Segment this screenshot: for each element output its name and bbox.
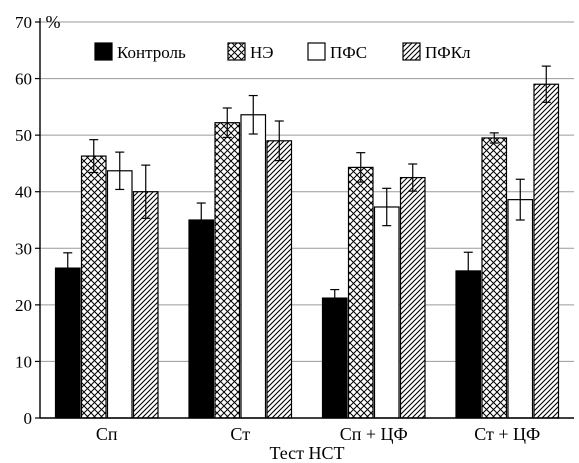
legend-swatch <box>94 42 113 61</box>
legend-label: Контроль <box>117 43 186 62</box>
error-bar <box>141 164 151 219</box>
error-bar <box>463 251 473 291</box>
bar <box>347 166 374 419</box>
bar <box>214 122 241 419</box>
error-bar <box>248 94 258 135</box>
legend-entry: Контроль <box>94 42 186 62</box>
y-tick-label: 10 <box>15 352 32 371</box>
y-tick-label: 0 <box>24 409 33 428</box>
legend-swatch <box>307 42 326 61</box>
bar <box>373 206 400 419</box>
y-tick-label: 60 <box>15 70 32 89</box>
bar <box>399 176 426 419</box>
axes: 0 10 20 30 40 50 60 70 % Сп Ст Сп + ЦФ Ст + ЦФ Тест Н… <box>15 12 574 463</box>
error-bar <box>274 120 284 162</box>
bar <box>481 137 508 419</box>
error-bar <box>408 163 418 192</box>
error-bar <box>115 151 125 191</box>
x-tick-label: Ст <box>230 424 250 444</box>
y-tick-label: 30 <box>15 239 32 258</box>
error-bar <box>515 178 525 221</box>
bar <box>106 170 133 419</box>
error-bar <box>196 202 206 238</box>
bar <box>132 191 159 419</box>
legend-label: ПФКл <box>425 43 471 62</box>
legend-entry: ПФС <box>307 42 367 62</box>
legend: Контроль НЭ ПФС ПФКл <box>94 42 471 62</box>
error-bar <box>222 107 232 139</box>
bar <box>321 297 348 419</box>
y-axis-label: % <box>46 12 61 32</box>
y-tick-label: 70 <box>15 13 32 32</box>
bar <box>240 114 267 419</box>
bar <box>266 140 293 419</box>
bar <box>54 267 81 419</box>
error-bar <box>330 288 340 308</box>
legend-label: НЭ <box>250 43 274 62</box>
error-bar <box>63 252 73 284</box>
legend-entry: ПФКл <box>402 42 471 62</box>
bar <box>507 199 534 419</box>
x-tick-label: Сп <box>96 424 118 444</box>
bar <box>188 219 215 419</box>
bar <box>533 83 560 419</box>
error-bar <box>356 152 366 183</box>
x-tick-label: Ст + ЦФ <box>474 424 540 444</box>
error-bar <box>541 65 551 103</box>
legend-swatch <box>402 42 421 61</box>
bars <box>54 65 560 419</box>
legend-entry: НЭ <box>227 42 274 62</box>
y-tick-label: 40 <box>15 183 32 202</box>
y-tick-label: 20 <box>15 296 32 315</box>
y-tick-label: 50 <box>15 126 32 145</box>
error-bar <box>89 139 99 174</box>
bar <box>80 155 107 419</box>
error-bar <box>489 132 499 144</box>
legend-swatch <box>227 42 246 61</box>
error-bar <box>382 187 392 227</box>
x-axis-title: Тест НСТ <box>269 443 344 463</box>
legend-label: ПФС <box>330 43 367 62</box>
bar <box>455 270 482 419</box>
x-tick-label: Сп + ЦФ <box>340 424 408 444</box>
